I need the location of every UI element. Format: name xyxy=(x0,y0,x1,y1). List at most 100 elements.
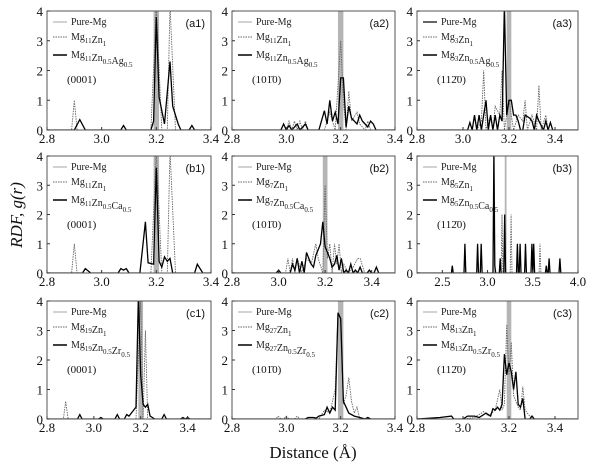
x-tick-label: 3.4 xyxy=(203,274,220,289)
series-pure-mg xyxy=(322,156,328,273)
x-tick-label: 2.5 xyxy=(434,274,450,289)
y-tick-label: 3 xyxy=(37,178,44,193)
plot-area xyxy=(232,156,395,273)
y-tick-label: 4 xyxy=(407,294,414,309)
legend-entry: Mg11Zn0.5Ag0.5 xyxy=(256,50,318,69)
series-ternary xyxy=(417,156,578,273)
x-tick-label: 3.2 xyxy=(148,131,164,146)
y-tick-label: 1 xyxy=(407,93,414,108)
panel-label: (a1) xyxy=(185,18,205,30)
y-tick-label: 0 xyxy=(37,123,44,138)
legend-entry: Mg3Zn0.5Ag0.5 xyxy=(441,50,500,69)
x-tick-label: 3.0 xyxy=(94,131,110,146)
x-tick-label: 3.2 xyxy=(501,420,517,435)
plane-label: (101̄0) xyxy=(252,74,282,86)
x-tick-label: 3.4 xyxy=(179,420,196,435)
x-tick-label: 3.0 xyxy=(455,420,471,435)
y-tick-label: 3 xyxy=(407,34,414,49)
y-tick-label: 1 xyxy=(222,383,229,398)
x-tick-label: 3.0 xyxy=(278,131,294,146)
x-tick-label: 3.5 xyxy=(525,274,541,289)
x-tick-label: 2.8 xyxy=(39,131,55,146)
plane-label: (112̄0) xyxy=(437,74,466,86)
plane-label: (101̄0) xyxy=(252,219,282,231)
plot-area xyxy=(47,301,211,419)
y-tick-label: 1 xyxy=(222,237,229,252)
series-ternary xyxy=(417,354,578,419)
plot-area xyxy=(417,11,578,130)
legend-entry: Mg27Zn1 xyxy=(256,322,292,338)
y-tick-label: 0 xyxy=(222,412,229,427)
x-tick-label: 2.8 xyxy=(224,131,240,146)
legend-entry: Mg11Zn0.5Ag0.5 xyxy=(71,50,133,69)
series-pure-mg xyxy=(337,11,344,130)
legend-entry: Pure-Mg xyxy=(441,17,477,28)
panel-label: (b2) xyxy=(369,163,389,175)
y-axis-label: RDF, g(r) xyxy=(7,182,26,249)
plane-label: (0001) xyxy=(67,364,97,376)
panel-label: (a3) xyxy=(552,18,572,30)
y-tick-label: 2 xyxy=(37,64,44,79)
panel-a2: 0 1 2 3 4 2.8 3.0 3.2 3.4 (a2) Pure-Mg Mg11Zn1 Mg11Z… xyxy=(222,4,404,146)
series-pure-mg xyxy=(506,11,512,130)
y-tick-label: 4 xyxy=(37,294,44,309)
y-tick-label: 2 xyxy=(222,353,229,368)
y-tick-label: 4 xyxy=(222,294,229,309)
x-tick-label: 3.2 xyxy=(148,274,164,289)
series-ternary xyxy=(232,77,395,130)
legend-entry: Mg27Zn0.5Zr0.5 xyxy=(256,340,315,359)
series-ternary xyxy=(232,221,395,273)
y-tick-label: 4 xyxy=(407,4,414,19)
y-tick-label: 3 xyxy=(222,178,229,193)
series-ternary xyxy=(47,301,211,419)
legend-entry: Mg11Zn1 xyxy=(71,177,107,193)
panel-c2: 0 1 2 3 4 2.8 3.0 3.2 3.4 (c2) Pure-Mg Mg27Zn1 Mg27Z… xyxy=(222,294,404,435)
y-tick-label: 0 xyxy=(407,266,414,281)
x-tick-label: 3.4 xyxy=(547,420,564,435)
x-tick-label: 2.8 xyxy=(224,274,240,289)
plot-area xyxy=(232,301,395,419)
x-tick-label: 3.0 xyxy=(455,131,471,146)
series-pure-mg xyxy=(153,156,160,273)
legend-entry: Mg11Zn1 xyxy=(71,32,107,48)
legend-entry: Mg7Zn1 xyxy=(256,177,289,193)
y-tick-label: 4 xyxy=(37,4,44,19)
y-tick-label: 1 xyxy=(37,93,44,108)
panel-c1: 0 1 2 3 4 2.8 3.0 3.2 3.4 (c1) Pure-Mg Mg19Zn1 Mg19Z… xyxy=(37,294,212,435)
series-ternary xyxy=(232,312,395,419)
x-tick-label: 3.4 xyxy=(203,131,220,146)
y-tick-label: 0 xyxy=(407,123,414,138)
legend-entry: Pure-Mg xyxy=(71,307,107,318)
legend-entry: Pure-Mg xyxy=(256,162,292,173)
panel-label: (c3) xyxy=(553,308,572,320)
legend-entry: Pure-Mg xyxy=(71,17,107,28)
panel-label: (c1) xyxy=(186,308,205,320)
plane-label: (101̄0) xyxy=(252,364,282,376)
x-tick-label: 2.8 xyxy=(409,420,425,435)
x-tick-label: 2.8 xyxy=(39,420,55,435)
panel-label: (b3) xyxy=(552,163,572,175)
legend-entry: Mg5Zn0.5Ca0.5 xyxy=(441,195,499,214)
y-tick-label: 2 xyxy=(222,208,229,223)
x-tick-label: 2.8 xyxy=(39,274,55,289)
x-tick-label: 3.0 xyxy=(270,274,286,289)
x-tick-label: 3.4 xyxy=(387,131,404,146)
legend-entry: Mg19Zn0.5Zr0.5 xyxy=(71,340,130,359)
series-mgzn xyxy=(47,156,211,273)
y-tick-label: 1 xyxy=(37,383,44,398)
series-ternary xyxy=(417,11,578,130)
x-tick-label: 3.0 xyxy=(86,420,102,435)
x-tick-label: 3.0 xyxy=(278,420,294,435)
legend-entry: Mg3Zn1 xyxy=(441,32,474,48)
x-tick-label: 3.0 xyxy=(94,274,110,289)
y-tick-label: 2 xyxy=(407,353,414,368)
y-tick-label: 2 xyxy=(37,353,44,368)
series-mgzn xyxy=(232,312,395,419)
x-tick-label: 3.0 xyxy=(479,274,495,289)
legend-entry: Mg13Zn1 xyxy=(441,322,477,338)
panel-b1: 0 1 2 3 4 2.8 3.0 3.2 3.4 (b1) Pure-Mg Mg11Zn1 Mg11Z… xyxy=(37,149,220,289)
y-tick-label: 1 xyxy=(222,93,229,108)
y-tick-label: 4 xyxy=(407,149,414,164)
plot-area xyxy=(417,301,578,419)
